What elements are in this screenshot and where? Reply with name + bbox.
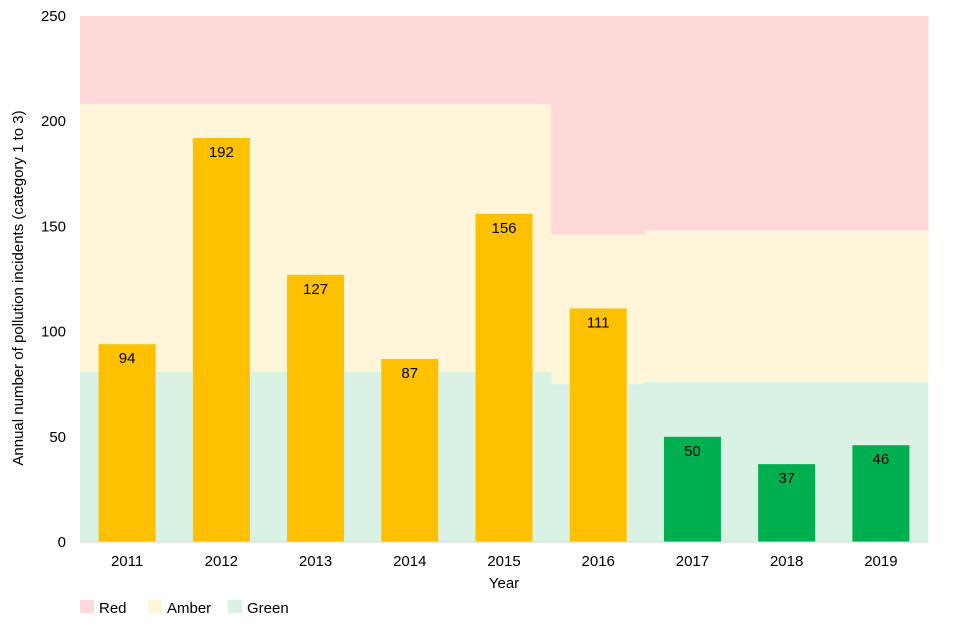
- data-label-2019: 46: [873, 451, 890, 468]
- band-amber-2014: [362, 104, 458, 372]
- legend-label-amber: Amber: [167, 600, 211, 617]
- data-label-2011: 94: [119, 350, 136, 367]
- x-tick-2018: 2018: [770, 553, 803, 570]
- y-tick-100: 100: [41, 324, 66, 341]
- x-tick-2019: 2019: [864, 553, 897, 570]
- band-amber-2018: [739, 230, 835, 383]
- band-red-2015: [456, 16, 552, 105]
- y-axis-title: Annual number of pollution incidents (ca…: [10, 110, 27, 465]
- band-amber-2019: [833, 230, 929, 383]
- legend-label-red: Red: [99, 600, 127, 617]
- bar-2014: [381, 358, 439, 542]
- data-label-2018: 37: [778, 470, 795, 487]
- band-amber-2011: [80, 104, 175, 372]
- legend-swatch-green: [228, 600, 242, 613]
- band-red-2016: [551, 16, 646, 235]
- y-tick-0: 0: [58, 534, 66, 551]
- x-tick-2014: 2014: [393, 553, 426, 570]
- y-tick-200: 200: [41, 113, 66, 130]
- x-axis-title: Year: [489, 575, 519, 592]
- bar-2015: [475, 213, 533, 542]
- band-red-2019: [833, 16, 929, 231]
- band-red-2017: [645, 16, 741, 231]
- y-tick-150: 150: [41, 218, 66, 235]
- band-red-2013: [268, 16, 364, 105]
- bar-2012: [192, 138, 250, 543]
- y-tick-250: 250: [41, 8, 66, 25]
- x-tick-2011: 2011: [111, 553, 143, 570]
- data-label-2013: 127: [303, 281, 328, 298]
- band-red-2012: [174, 16, 269, 105]
- data-label-2012: 192: [209, 144, 234, 161]
- legend: Red Amber Green: [80, 600, 289, 617]
- bar-2018: [758, 464, 816, 542]
- data-label-2015: 156: [491, 220, 516, 237]
- bar-2013: [287, 274, 345, 542]
- bar-2011: [98, 344, 156, 542]
- data-label-2017: 50: [684, 443, 701, 460]
- bar-2019: [852, 445, 910, 542]
- legend-label-green: Green: [247, 600, 289, 617]
- y-axis-ticks: 0 50 100 150 200 250: [41, 8, 66, 551]
- band-red-2011: [80, 16, 175, 105]
- x-tick-2015: 2015: [487, 553, 520, 570]
- data-label-2016: 111: [587, 314, 610, 331]
- band-amber-2017: [645, 230, 741, 383]
- bar-2017: [663, 436, 721, 542]
- y-tick-50: 50: [49, 429, 66, 446]
- legend-swatch-red: [80, 600, 94, 613]
- data-labels: 94 192 127 87 156 111 50 37 46: [119, 144, 889, 487]
- legend-swatch-amber: [148, 600, 162, 613]
- band-red-2014: [362, 16, 458, 105]
- band-red-2018: [739, 16, 835, 231]
- bars: [98, 138, 910, 543]
- data-label-2014: 87: [401, 365, 418, 382]
- x-axis-ticks: 2011 2012 2013 2014 2015 2016 2017 2018 2019: [111, 553, 898, 570]
- bar-2016: [569, 308, 627, 542]
- x-tick-2012: 2012: [205, 553, 238, 570]
- x-tick-2013: 2013: [299, 553, 332, 570]
- x-tick-2017: 2017: [676, 553, 709, 570]
- x-tick-2016: 2016: [582, 553, 615, 570]
